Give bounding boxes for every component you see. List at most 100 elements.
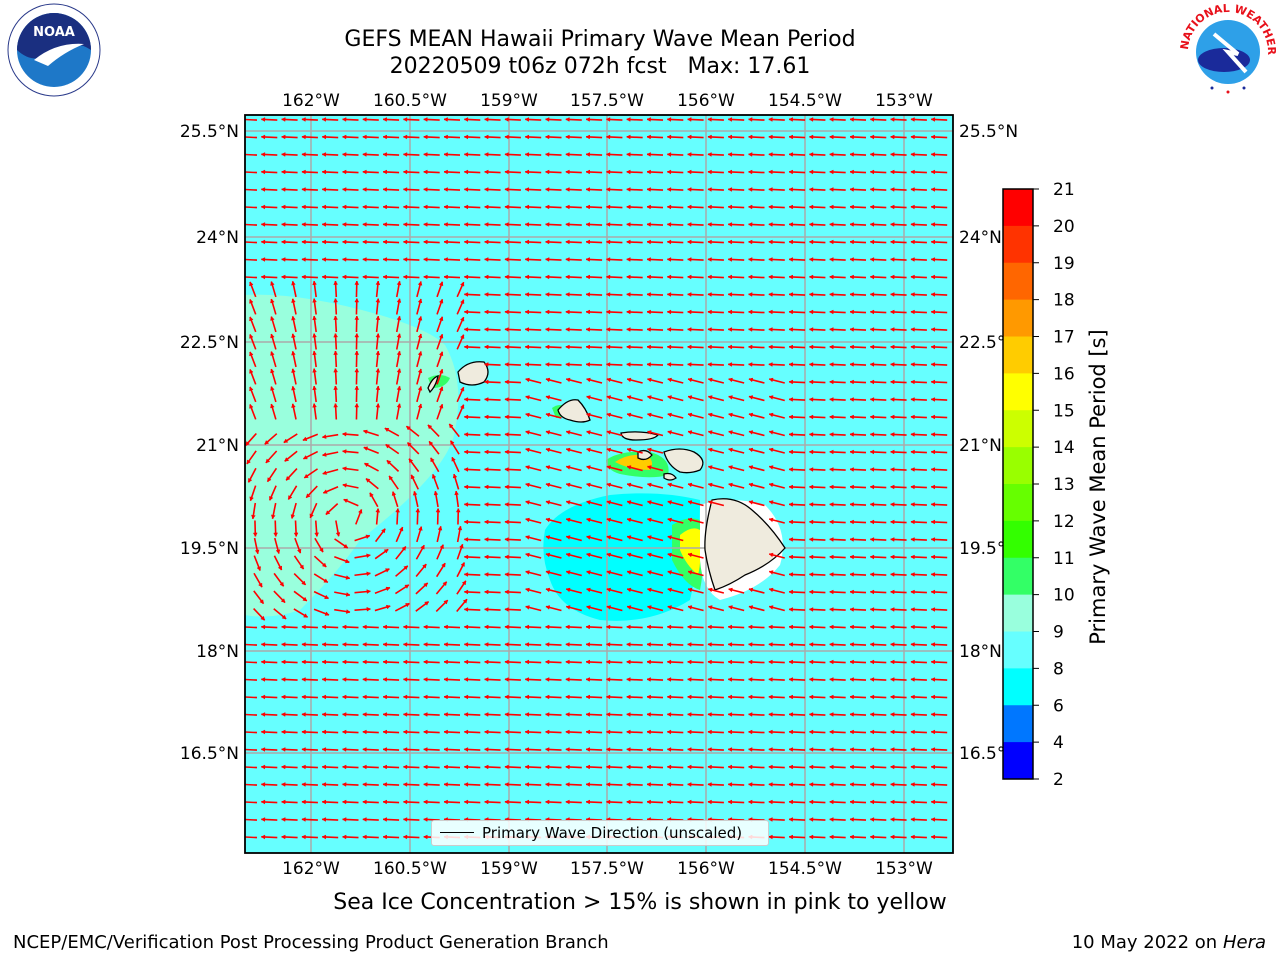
wave-arrow-head (423, 239, 428, 245)
wave-arrow-head (463, 694, 469, 700)
wave-arrow-head (727, 327, 733, 332)
wave-arrow-head (687, 274, 692, 280)
wave-arrow-head (768, 412, 774, 418)
wave-arrow-head (808, 677, 814, 682)
wave-arrow-head (727, 694, 733, 700)
wave-arrow-head (808, 292, 814, 297)
wave-arrow-head (291, 350, 296, 356)
wave-arrow-head (343, 498, 349, 504)
wave-arrow-head (345, 575, 351, 580)
wave-arrow-head (808, 624, 814, 630)
wave-arrow-head (869, 309, 875, 315)
wave-arrow-head (687, 712, 692, 717)
wave-arrow-head (260, 204, 266, 210)
wave-arrow-head (504, 519, 509, 525)
wave-arrow-head (707, 377, 713, 383)
wave-arrow-head (525, 552, 530, 558)
wave-arrow-head (666, 729, 672, 735)
wave-arrow-head (260, 834, 266, 840)
wave-arrow-head (484, 537, 489, 542)
wave-arrow-head (667, 482, 672, 488)
wave-arrow-head (423, 659, 428, 665)
wave-arrow-head (301, 134, 306, 140)
colorbar-segment (1003, 557, 1033, 596)
lon-tick-top: 154.5°W (768, 91, 842, 111)
wave-arrow-head (646, 377, 652, 383)
wave-arrow-head (321, 152, 327, 157)
wave-arrow-head (849, 204, 854, 210)
wave-arrow-head (484, 449, 489, 455)
wave-arrow-head (443, 694, 448, 700)
wave-arrow-head (666, 327, 672, 332)
wave-arrow-head (504, 659, 509, 665)
wave-arrow-head (666, 362, 672, 367)
wave-arrow-head (443, 764, 448, 770)
wave-arrow-head (565, 764, 570, 770)
wave-arrow-head (484, 397, 489, 402)
wave-arrow-head (524, 187, 530, 192)
wave-arrow-head (626, 764, 631, 770)
wave-arrow-head (545, 587, 551, 593)
wave-arrow-head (910, 607, 915, 612)
wave-arrow-head (666, 169, 672, 175)
wave-arrow-head (747, 764, 753, 770)
wave-arrow-head (438, 333, 444, 339)
wave-arrow-head (544, 782, 550, 787)
legend-label: Primary Wave Direction (unscaled) (482, 824, 743, 842)
wave-arrow-head (333, 297, 338, 303)
lon-tick-bottom: 157.5°W (570, 859, 644, 879)
wave-arrow-head (788, 659, 793, 665)
wave-arrow-head (362, 239, 367, 245)
wave-arrow-head (910, 589, 915, 595)
wave-arrow-head (646, 712, 651, 717)
wave-arrow-head (910, 572, 915, 577)
wave-arrow-head (930, 152, 936, 157)
wave-arrow (245, 241, 258, 244)
wave-arrow-head (727, 222, 733, 227)
colorbar-tick: 21 (1053, 180, 1075, 200)
wave-arrow-head (768, 362, 773, 367)
wave-arrow-head (585, 764, 590, 770)
wave-arrow-head (788, 187, 793, 192)
island-molokai (620, 431, 660, 441)
wave-arrow-head (666, 782, 672, 787)
wave-arrow-head (341, 222, 347, 227)
wave-arrow-head (565, 799, 570, 805)
wave-arrow-head (890, 729, 895, 735)
wave-arrow-head (281, 239, 286, 245)
wave-arrow-head (808, 537, 814, 542)
wave-arrow-head (910, 222, 915, 227)
wave-arrow-head (524, 729, 530, 735)
wave-arrow-head (241, 800, 245, 804)
wave-arrow-head (626, 642, 631, 647)
wave-arrow-head (504, 642, 509, 647)
wave-arrow-head (586, 465, 591, 470)
wave-arrow-head (245, 441, 250, 446)
wave-arrow-head (930, 519, 936, 525)
wave-arrow-head (930, 414, 936, 420)
wave-arrow-head (285, 475, 291, 481)
wave-arrow-head (646, 764, 651, 770)
wave-arrow-head (687, 799, 692, 805)
wave-arrow-head (646, 152, 651, 157)
colorbar-segment (1003, 631, 1033, 669)
wave-arrow-head (463, 134, 469, 140)
wave-arrow-head (747, 642, 753, 647)
colorbar-tick: 19 (1053, 254, 1075, 274)
wave-arrow-head (260, 747, 266, 752)
wave-arrow-head (626, 274, 631, 280)
wave-arrow-head (423, 747, 428, 752)
wave-arrow-head (341, 694, 347, 700)
wave-arrow-head (788, 694, 793, 700)
wave-arrow-head (463, 537, 469, 542)
wave-arrow-head (375, 385, 381, 391)
wave-arrow-head (402, 222, 408, 227)
wave-arrow (245, 713, 258, 716)
wave-arrow-head (312, 280, 317, 286)
wave-arrow-head (321, 764, 327, 770)
wave-arrow-head (565, 377, 571, 383)
wave-arrow-head (410, 474, 416, 480)
lat-tick-left: 25.5°N (180, 122, 239, 142)
wave-arrow-head (375, 368, 381, 373)
wave-arrow-head (402, 677, 408, 682)
